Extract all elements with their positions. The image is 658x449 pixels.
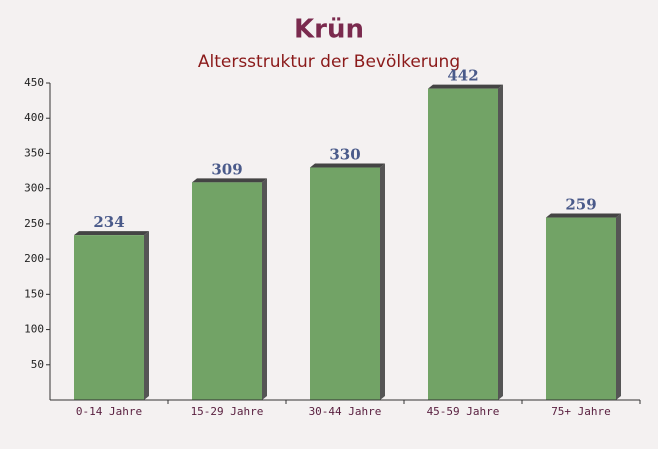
bar [546,217,616,400]
value-label: 259 [565,196,596,214]
y-tick-label: 450 [24,76,44,89]
bar-shadow [144,231,149,400]
bar-shadow [428,84,503,89]
bar [428,88,498,400]
y-tick-label: 200 [24,252,44,265]
value-label: 330 [329,146,360,164]
chart-title: Krün [294,15,364,45]
bar [74,235,144,400]
value-label: 442 [447,67,478,85]
bar-shadow [616,213,621,400]
y-tick-label: 400 [24,111,44,124]
bar-shadow [310,163,385,168]
x-tick-label: 15-29 Jahre [191,405,264,418]
bar [192,182,262,400]
bar-shadow [192,178,267,183]
x-tick-label: 30-44 Jahre [309,405,382,418]
bar-shadow [546,213,621,218]
y-tick-label: 300 [24,182,44,195]
value-label: 234 [93,213,124,231]
x-tick-label: 45-59 Jahre [427,405,500,418]
x-tick-label: 75+ Jahre [551,405,611,418]
bar [310,167,380,400]
y-tick-label: 350 [24,146,44,159]
y-tick-label: 100 [24,323,44,336]
y-tick-label: 50 [31,358,44,371]
bar-shadow [74,231,149,236]
value-label: 309 [211,160,242,178]
y-tick-label: 150 [24,287,44,300]
y-tick-label: 250 [24,217,44,230]
bar-shadow [380,163,385,400]
x-tick-label: 0-14 Jahre [76,405,142,418]
bar-shadow [262,178,267,400]
chart-subtitle: Altersstruktur der Bevölkerung [198,52,460,72]
bar-shadow [498,84,503,400]
